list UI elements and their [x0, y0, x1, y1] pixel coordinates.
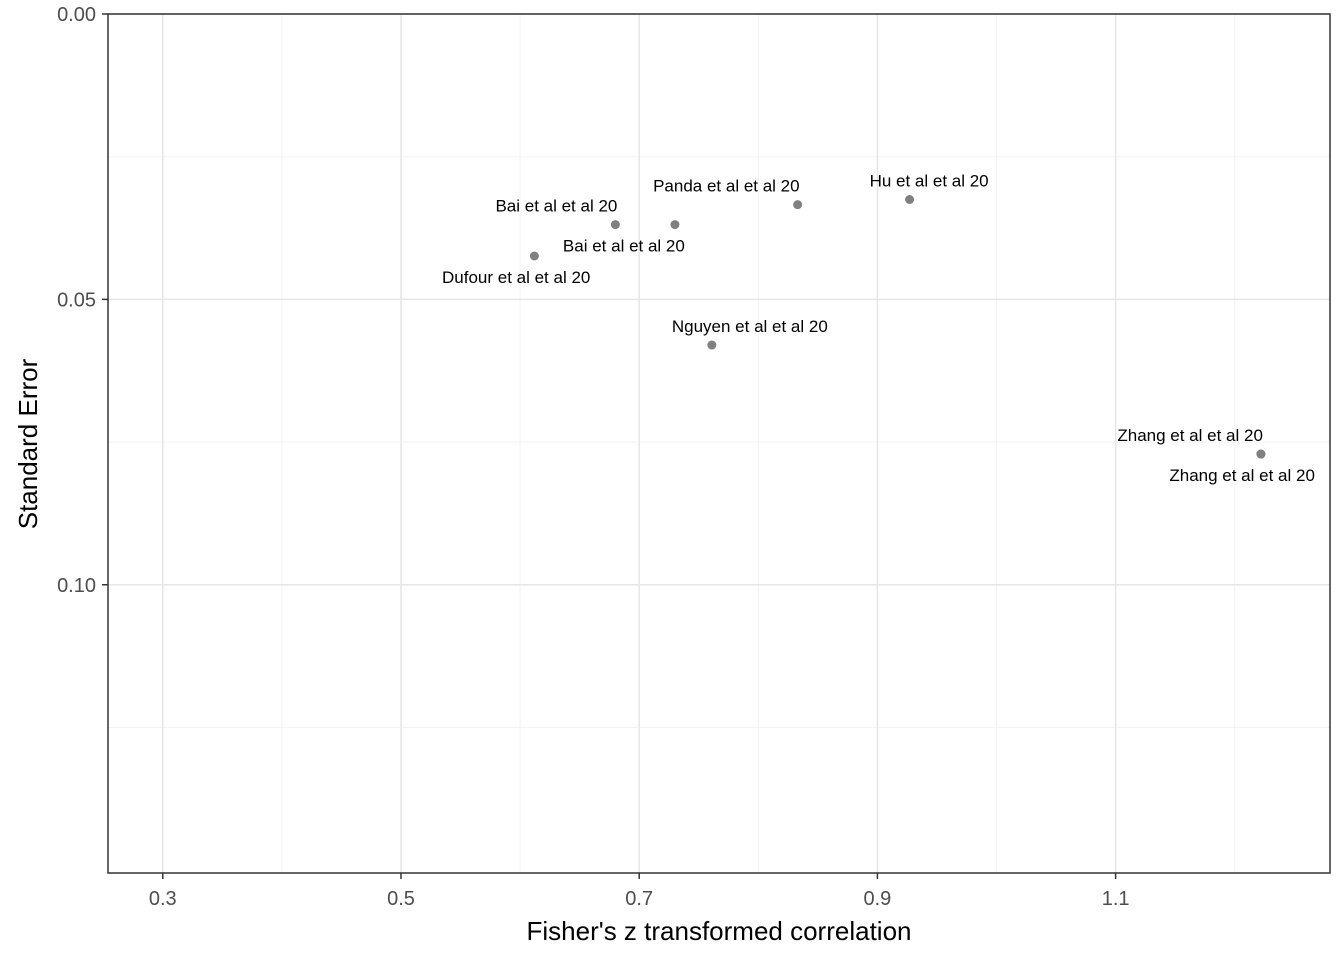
data-point	[707, 340, 717, 350]
data-point	[905, 194, 915, 204]
data-point	[670, 220, 680, 230]
point-label: Zhang et al et al 20	[1117, 426, 1263, 445]
point-labels: Dufour et al et al 20 Bai et al et al 20 B…	[442, 171, 1315, 485]
data-point	[793, 200, 803, 210]
x-tick-label: 0.5	[387, 888, 415, 910]
data-points	[529, 194, 1266, 459]
point-label: Panda et al et al 20	[653, 177, 800, 196]
data-point	[529, 251, 539, 261]
x-tick-label: 1.1	[1102, 888, 1130, 910]
point-label: Zhang et al et al 20	[1169, 466, 1315, 485]
x-tick-label: 0.7	[625, 888, 653, 910]
x-tick-label: 0.3	[149, 888, 177, 910]
y-tick-label: 0.00	[57, 4, 96, 26]
point-label: Bai et al et al 20	[563, 237, 685, 256]
data-point	[1256, 449, 1266, 459]
point-label: Hu et al et al 20	[870, 171, 989, 190]
y-tick-label: 0.10	[57, 575, 96, 597]
y-tick-label: 0.05	[57, 289, 96, 311]
x-tick-label: 0.9	[864, 888, 892, 910]
x-axis-title: Fisher's z transformed correlation	[527, 916, 912, 946]
data-point	[610, 220, 620, 230]
plot-border	[107, 13, 1331, 874]
y-axis-title: Standard Error	[13, 358, 43, 529]
point-label: Bai et al et al 20	[495, 197, 617, 216]
point-label: Nguyen et al et al 20	[672, 317, 828, 336]
point-label: Dufour et al et al 20	[442, 268, 590, 287]
axes: 0.3 0.5 0.7 0.9 1.1 0.00 0.05 0.10	[57, 4, 1129, 910]
